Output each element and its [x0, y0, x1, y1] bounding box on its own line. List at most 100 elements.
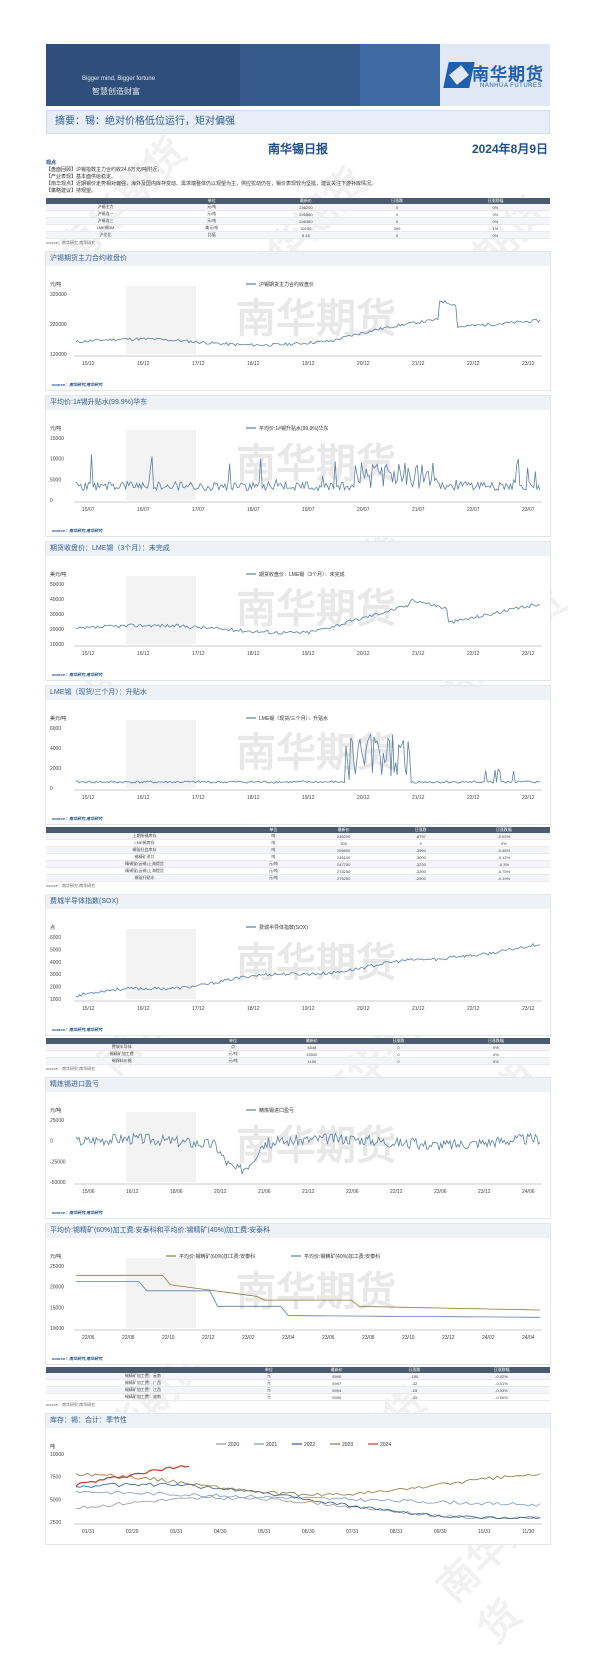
x-tick-label: 22/06 [82, 1335, 95, 1341]
table-cell: 0% [440, 210, 550, 218]
x-tick-label: 16/12 [137, 1006, 150, 1012]
y-tick-label: 30000 [50, 612, 64, 618]
table-cell: 元 [239, 1373, 298, 1380]
chart-card-5: 费城半导体指数(SOX) 南华期货 点 费城半导体指数(SOX) 6000 5000 40… [46, 895, 550, 1035]
x-tick-label: 22/12 [467, 1006, 480, 1012]
series-line [75, 733, 541, 784]
y-tick-label: 25000 [50, 1264, 64, 1270]
table-cell: -0.01% [453, 1379, 550, 1387]
table-cell: 5997 [297, 1379, 376, 1387]
axis-unit: 元/吨 [50, 1253, 61, 1260]
chart-title: 平均价:1#锡升贴水(99.9%)华东 [46, 396, 550, 410]
table-header: 日涨跌 [375, 1367, 454, 1373]
x-tick-label: 16/12 [137, 651, 150, 657]
chart-card-4: LME锡（现货/三个月）：升贴水 南华期货 美元/吨 LME锡（现货/三个月）：升贴… [46, 686, 550, 824]
y-tick-label: 10000 [50, 1452, 64, 1458]
chart-4: 南华期货 美元/吨 LME锡（现货/三个月）：升贴水 6000 4000 2000 0 15/… [50, 715, 542, 801]
table-cell: 元/吨 [164, 210, 259, 218]
table-header: 单位 [164, 198, 259, 204]
table-cell: 元/吨 [197, 1057, 269, 1065]
y-tick-label: 220000 [50, 322, 67, 328]
watermark-logo [126, 929, 196, 999]
table-cell: 锡精矿进口 [46, 853, 244, 861]
x-tick-label: 17/12 [192, 651, 205, 657]
table-cell: LME锡3M [46, 224, 165, 232]
data-table: 单位 最新价 日涨跌 日涨跌幅 沪锡主力 元/吨 246200 0 0% 沪锡连一 元/吨 24656… [46, 198, 550, 239]
table-cell: 0 [353, 210, 441, 218]
table-row: 锡焊料价格 元/吨 1150 0 0% [46, 1057, 550, 1065]
y-tick-label: 15000 [50, 1305, 64, 1311]
legend-label: 2022 [304, 1442, 315, 1448]
y-tick-label: 50000 [50, 582, 64, 588]
table-row: 上期所锡库存吨 246200 -8797 -0.02% [46, 833, 550, 840]
x-tick-label: 23/06 [434, 1189, 447, 1195]
table-cell: -0.75% [457, 867, 550, 875]
series-line [75, 1132, 541, 1175]
x-tick-label: 23/12 [522, 795, 535, 801]
table-cell: -25 [375, 1386, 454, 1394]
x-tick-label: 23/04 [282, 1335, 295, 1341]
x-tick-label: 23/12 [522, 1006, 535, 1012]
y-tick-label: 0 [50, 1139, 53, 1145]
series-line [75, 1482, 541, 1520]
table-row: 沪锡连一 元/吨 246560 0 0% [46, 210, 550, 218]
table-cell: 4548 [268, 1044, 356, 1051]
table-cell: 246140 [303, 853, 384, 861]
table-cell: -0.19% [457, 874, 550, 882]
x-tick-label: 18/07 [247, 507, 260, 513]
table-cell: 300 [303, 839, 384, 847]
x-tick-label: 08/31 [390, 1529, 403, 1535]
table-cell: -32 [375, 1379, 454, 1387]
table-cell: 元/吨 [164, 204, 259, 211]
x-tick-label: 21/12 [412, 361, 425, 367]
x-tick-label: 20/12 [357, 1006, 370, 1012]
table-cell: 0% [441, 1044, 550, 1051]
table-cell: 沪伦比 [46, 231, 165, 239]
table-source: source：南华研究,南华研究 [46, 1402, 96, 1407]
table-cell: -8797 [383, 833, 458, 840]
table-cell: 0 [353, 231, 441, 239]
table-row: 锡精矿进口吨 246140 -3000 -0.12% [46, 853, 550, 861]
y-tick-label: 15000 [50, 436, 64, 442]
table-cell: 元/吨 [243, 874, 304, 882]
x-tick-label: 04/30 [214, 1529, 227, 1535]
table-cell: -3990 [383, 846, 458, 854]
table-cell: 278250 [303, 867, 384, 875]
watermark-logo [126, 1112, 196, 1182]
x-tick-label: 22/12 [390, 1189, 403, 1195]
y-tick-label: 7500 [50, 1475, 61, 1481]
chart-card-1: 沪锡期货主力合约收盘价 南华期货 元/吨 沪锡期货主力合约收盘价 320000 2200… [46, 252, 550, 390]
x-tick-label: 22/12 [202, 1335, 215, 1341]
x-tick-label: 23/06 [322, 1335, 335, 1341]
legend-label: 期货收盘价：LME锡（3个月）：未完成 [259, 571, 345, 578]
table-header: 最新价 [258, 198, 354, 204]
x-tick-label: 22/06 [346, 1189, 359, 1195]
y-tick-label: 0 [50, 498, 53, 504]
report-page: 南华期货 NANHUA FUTURES Bigger mind, Bigger … [46, 44, 550, 1544]
views-line: 【策略建议】持观望。 [46, 188, 97, 194]
table-row: LME锡库存吨 300 0 0% [46, 839, 550, 847]
table-cell: 259900 [303, 846, 384, 854]
x-tick-label: 22/12 [467, 795, 480, 801]
table-cell: 5990 [297, 1393, 376, 1401]
x-tick-label: 11/30 [522, 1529, 534, 1535]
x-tick-label: 19/12 [302, 361, 315, 367]
x-tick-label: 22/12 [467, 361, 480, 367]
x-tick-label: 23/02 [242, 1335, 255, 1341]
axis-unit: 美元/吨 [50, 571, 66, 578]
chart-1: 南华期货 元/吨 沪锡期货主力合约收盘价 320000 220000 120000 15/1… [50, 281, 542, 367]
table-header: 最新价 [268, 1038, 356, 1044]
table-header: 日涨跌 [355, 1038, 442, 1044]
y-tick-label: 20000 [50, 1285, 64, 1291]
table-cell: 元 [239, 1386, 298, 1394]
chart-title: 费城半导体指数(SOX) [46, 895, 550, 909]
table-cell: 0% [441, 1057, 550, 1065]
x-tick-label: 18/12 [247, 361, 260, 367]
table-cell: 锡精矿加工费：云南 [46, 1373, 240, 1380]
watermark-text: 南华期货 [236, 587, 396, 631]
x-tick-label: 19/07 [302, 507, 315, 513]
x-tick-label: 18/12 [247, 651, 260, 657]
table-header: 单位 [243, 827, 304, 833]
watermark-text: 南华期货 [236, 731, 396, 775]
x-tick-label: 24/06 [522, 1189, 535, 1195]
